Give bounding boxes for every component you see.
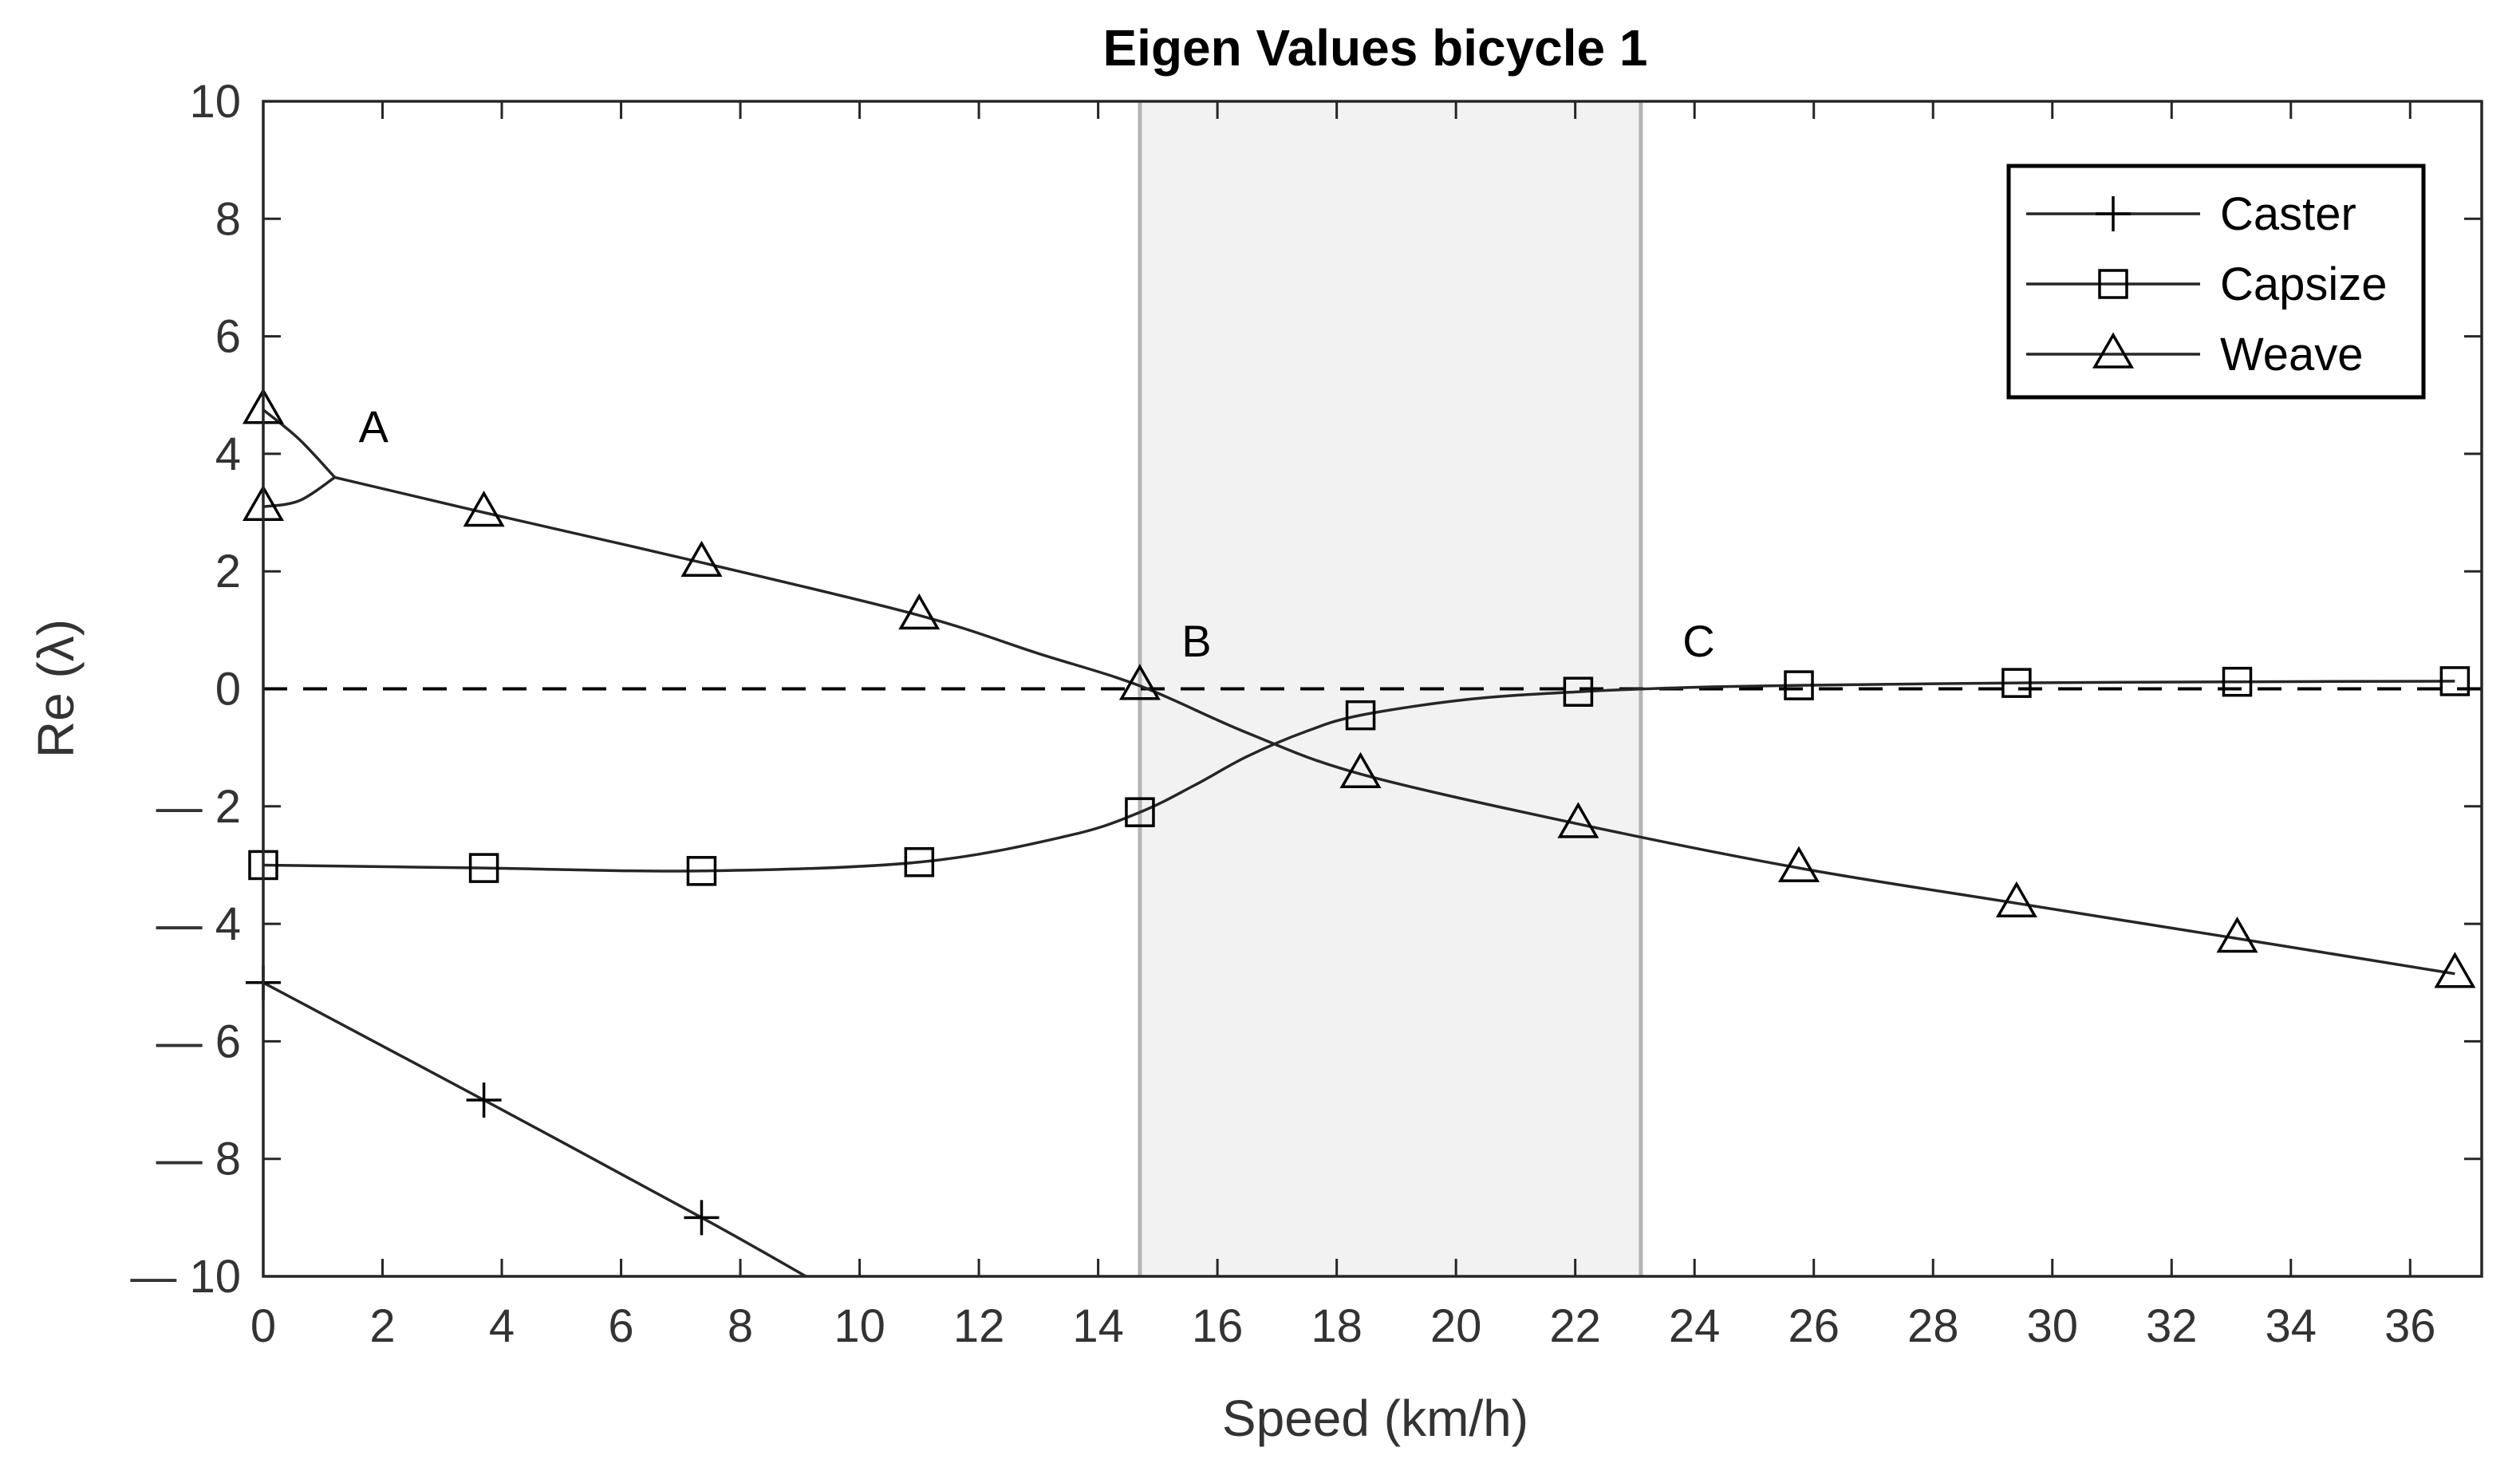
annotation-label: A xyxy=(359,401,389,452)
series-branch-lower-weave xyxy=(262,475,336,508)
x-tick-label: 10 xyxy=(834,1300,885,1352)
data-point-capsize xyxy=(2001,668,2032,698)
data-point-weave xyxy=(898,593,941,630)
legend-marker-triangle xyxy=(2092,332,2135,369)
y-tick-label: 0 xyxy=(215,664,241,716)
plot-area-border xyxy=(262,100,2483,1278)
data-point-weave xyxy=(1995,881,2037,918)
x-tick-label: 18 xyxy=(1311,1300,1363,1352)
data-point-capsize xyxy=(2439,666,2471,696)
y-tick-label: — 6 xyxy=(156,1015,241,1067)
y-tick-label: — 4 xyxy=(156,898,241,950)
tick-layer: 0 2 4 6 8 10 12 14 16 18 20 22 24 26 28 30 32 34 361086420… xyxy=(130,76,2482,1352)
data-point-capsize xyxy=(1345,700,1376,731)
x-tick-label: 6 xyxy=(608,1300,633,1352)
data-point-weave xyxy=(680,540,723,577)
data-point-caster xyxy=(684,1200,720,1236)
x-tick-label: 36 xyxy=(2384,1300,2436,1352)
data-point-capsize xyxy=(1784,670,1814,700)
data-point-weave xyxy=(463,490,505,527)
x-tick-label: 22 xyxy=(1549,1300,1601,1352)
x-tick-label: 14 xyxy=(1072,1300,1124,1352)
label-layer: Eigen Values bicycle 1 Speed (km/h) Re (… xyxy=(27,19,1715,1447)
data-point-capsize xyxy=(1125,797,1155,827)
x-axis-label: Speed (km/h) xyxy=(1222,1390,1528,1447)
y-tick-label: 8 xyxy=(215,193,241,245)
legend-entry-capsize: Capsize xyxy=(2026,258,2388,310)
data-point-weave xyxy=(2216,916,2258,953)
legend-marker-plus xyxy=(2096,196,2131,231)
x-tick-label: 20 xyxy=(1430,1300,1482,1352)
legend-label: Weave xyxy=(2220,329,2363,381)
x-tick-label: 24 xyxy=(1669,1300,1721,1352)
data-point-capsize xyxy=(2222,666,2253,697)
data-point-weave xyxy=(1557,802,1599,838)
data-point-caster xyxy=(466,1083,502,1118)
data-point-weave xyxy=(1777,846,1820,882)
x-tick-label: 16 xyxy=(1192,1300,1244,1352)
y-tick-label: — 2 xyxy=(156,781,241,833)
series-capsize xyxy=(248,666,2471,886)
series-line-capsize xyxy=(262,680,2455,873)
y-tick-label: 6 xyxy=(215,311,241,363)
annotation-label: C xyxy=(1682,616,1714,666)
y-tick-label: — 10 xyxy=(130,1251,241,1303)
legend-box xyxy=(2006,164,2426,400)
legend-marker-square xyxy=(2098,269,2128,299)
data-point-capsize xyxy=(904,847,935,877)
x-tick-label: 12 xyxy=(953,1300,1005,1352)
data-point-capsize xyxy=(1563,676,1594,707)
data-point-weave xyxy=(1339,751,1382,789)
data-point-weave xyxy=(2434,952,2476,988)
data-point-capsize xyxy=(468,853,499,883)
annotation-label: B xyxy=(1181,616,1211,666)
legend: Caster Capsize Weave xyxy=(2006,164,2426,400)
x-tick-label: 4 xyxy=(489,1300,515,1352)
y-axis-label: Re (λ) xyxy=(27,619,85,758)
plot-frame-layer xyxy=(262,100,2483,1278)
series-branch-upper-weave xyxy=(262,408,336,479)
x-tick-label: 30 xyxy=(2026,1300,2078,1352)
data-point-weave xyxy=(1118,664,1161,700)
y-tick-label: 4 xyxy=(215,428,241,480)
x-tick-label: 32 xyxy=(2146,1300,2198,1352)
x-tick-label: 0 xyxy=(250,1300,276,1352)
x-tick-label: 28 xyxy=(1907,1300,1959,1352)
legend-entry-weave: Weave xyxy=(2026,329,2363,381)
y-tick-label: 2 xyxy=(215,546,241,597)
data-point-capsize xyxy=(686,856,717,886)
series-line-caster xyxy=(262,981,807,1278)
x-tick-label: 8 xyxy=(728,1300,753,1352)
legend-label: Caster xyxy=(2220,188,2356,240)
y-tick-label: 10 xyxy=(189,76,241,128)
x-tick-label: 26 xyxy=(1788,1300,1840,1352)
y-tick-label: — 8 xyxy=(156,1134,241,1185)
legend-label: Capsize xyxy=(2220,258,2388,310)
series-line-weave xyxy=(334,475,2455,976)
legend-entry-caster: Caster xyxy=(2026,188,2356,240)
x-tick-label: 34 xyxy=(2266,1300,2317,1352)
x-tick-label: 2 xyxy=(369,1300,395,1352)
chart-title: Eigen Values bicycle 1 xyxy=(1102,19,1647,77)
